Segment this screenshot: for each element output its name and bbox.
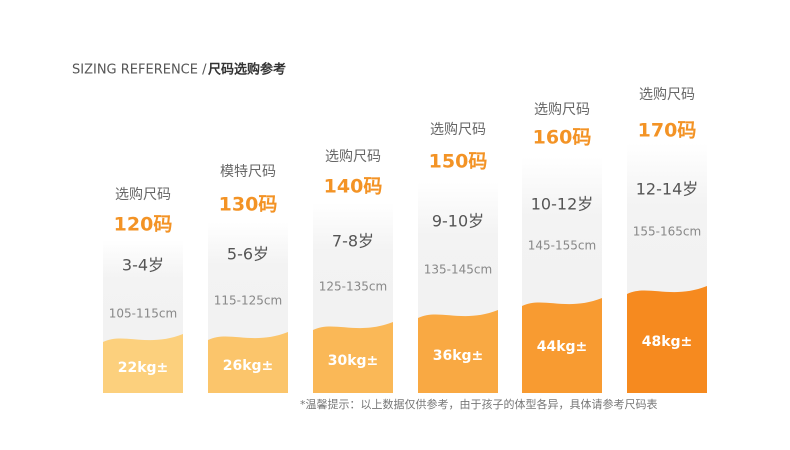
weight: 30kg±	[328, 353, 379, 369]
height: 115-125cm	[214, 294, 282, 308]
size: 130码	[219, 194, 278, 216]
weight-wave	[418, 310, 498, 393]
title-cn: 尺码选购参考	[208, 62, 286, 78]
height: 105-115cm	[109, 307, 177, 321]
size-label: 模特尺码	[220, 164, 276, 180]
size-label: 选购尺码	[115, 187, 171, 203]
size: 160码	[533, 127, 592, 149]
age: 3-4岁	[122, 256, 164, 275]
height: 145-155cm	[528, 239, 596, 253]
size: 170码	[638, 120, 697, 142]
age: 12-14岁	[636, 180, 699, 199]
weight-wave	[627, 286, 707, 393]
size-label: 选购尺码	[534, 102, 590, 118]
size: 120码	[114, 214, 173, 236]
weight: 36kg±	[433, 348, 484, 364]
weight-wave	[522, 298, 602, 393]
weight: 48kg±	[642, 334, 693, 350]
height: 125-135cm	[319, 280, 387, 294]
age: 5-6岁	[227, 245, 269, 264]
size-label: 选购尺码	[430, 122, 486, 138]
size-label: 选购尺码	[639, 87, 695, 103]
size: 150码	[429, 151, 488, 173]
weight: 22kg±	[118, 360, 169, 376]
weight-wave	[208, 332, 288, 393]
footnote: *温馨提示：以上数据仅供参考，由于孩子的体型各异，具体请参考尺码表	[300, 397, 658, 411]
height: 135-145cm	[424, 263, 492, 277]
weight-wave	[103, 334, 183, 393]
weight-wave	[313, 322, 393, 393]
height: 155-165cm	[633, 225, 701, 239]
age: 10-12岁	[531, 195, 594, 214]
age: 9-10岁	[432, 212, 484, 231]
size: 140码	[324, 176, 383, 198]
title-en: SIZING REFERENCE /	[72, 63, 207, 78]
size-label: 选购尺码	[325, 149, 381, 165]
weight: 26kg±	[223, 358, 274, 374]
weight: 44kg±	[537, 339, 588, 355]
age: 7-8岁	[332, 232, 374, 251]
